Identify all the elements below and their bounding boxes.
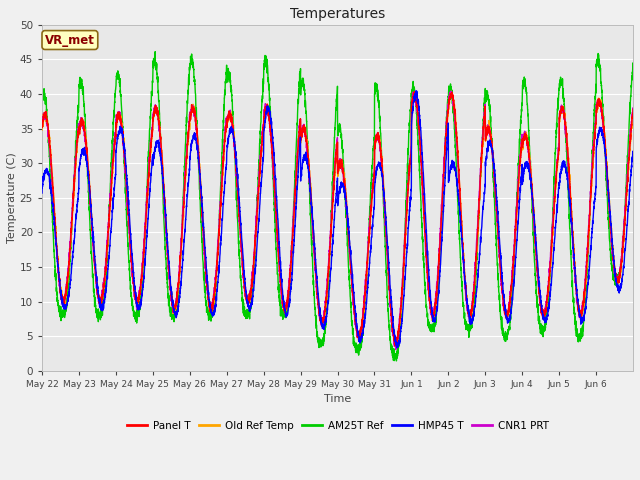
CNR1 PRT xyxy=(360,303,367,309)
Panel T xyxy=(500,306,508,312)
CNR1 PRT xyxy=(38,120,46,125)
CNR1 PRT xyxy=(529,206,537,212)
AM25T Ref xyxy=(545,295,552,300)
Panel T xyxy=(545,289,552,295)
Panel T xyxy=(161,194,168,200)
Line: AM25T Ref: AM25T Ref xyxy=(42,52,633,361)
AM25T Ref xyxy=(529,230,537,236)
Panel T xyxy=(392,343,400,349)
Old Ref Temp xyxy=(393,343,401,348)
Panel T xyxy=(529,202,537,208)
AM25T Ref xyxy=(151,49,159,55)
Line: Old Ref Temp: Old Ref Temp xyxy=(42,91,633,346)
CNR1 PRT xyxy=(161,200,168,205)
HMP45 T xyxy=(545,308,552,314)
HMP45 T xyxy=(161,198,168,204)
AM25T Ref xyxy=(360,318,367,324)
Old Ref Temp xyxy=(392,340,399,346)
Old Ref Temp xyxy=(38,127,46,133)
Old Ref Temp xyxy=(447,88,455,94)
Panel T xyxy=(410,89,418,95)
HMP45 T xyxy=(629,149,637,155)
HMP45 T xyxy=(529,203,537,209)
CNR1 PRT xyxy=(392,347,399,352)
HMP45 T xyxy=(392,339,399,345)
Panel T xyxy=(392,337,399,343)
Line: Panel T: Panel T xyxy=(42,92,633,346)
Y-axis label: Temperature (C): Temperature (C) xyxy=(7,153,17,243)
HMP45 T xyxy=(360,324,367,330)
HMP45 T xyxy=(412,88,420,94)
Old Ref Temp xyxy=(360,310,367,315)
Old Ref Temp xyxy=(545,289,552,295)
Text: VR_met: VR_met xyxy=(45,34,95,47)
HMP45 T xyxy=(500,295,508,301)
AM25T Ref xyxy=(161,233,168,239)
CNR1 PRT xyxy=(500,307,508,312)
AM25T Ref xyxy=(500,334,508,340)
CNR1 PRT xyxy=(545,278,552,284)
Old Ref Temp xyxy=(629,106,637,112)
Old Ref Temp xyxy=(161,196,168,202)
HMP45 T xyxy=(38,190,46,196)
Old Ref Temp xyxy=(529,198,537,204)
AM25T Ref xyxy=(38,103,46,108)
CNR1 PRT xyxy=(447,88,455,94)
X-axis label: Time: Time xyxy=(324,395,351,404)
Line: CNR1 PRT: CNR1 PRT xyxy=(42,91,633,349)
AM25T Ref xyxy=(629,60,637,66)
CNR1 PRT xyxy=(392,340,399,346)
Old Ref Temp xyxy=(500,302,508,308)
HMP45 T xyxy=(394,345,401,350)
Panel T xyxy=(360,307,367,312)
Panel T xyxy=(38,123,46,129)
AM25T Ref xyxy=(392,353,399,359)
Legend: Panel T, Old Ref Temp, AM25T Ref, HMP45 T, CNR1 PRT: Panel T, Old Ref Temp, AM25T Ref, HMP45 … xyxy=(122,416,553,435)
Line: HMP45 T: HMP45 T xyxy=(42,91,633,348)
Panel T xyxy=(629,107,637,112)
CNR1 PRT xyxy=(629,108,637,113)
Title: Temperatures: Temperatures xyxy=(290,7,385,21)
AM25T Ref xyxy=(392,358,400,364)
